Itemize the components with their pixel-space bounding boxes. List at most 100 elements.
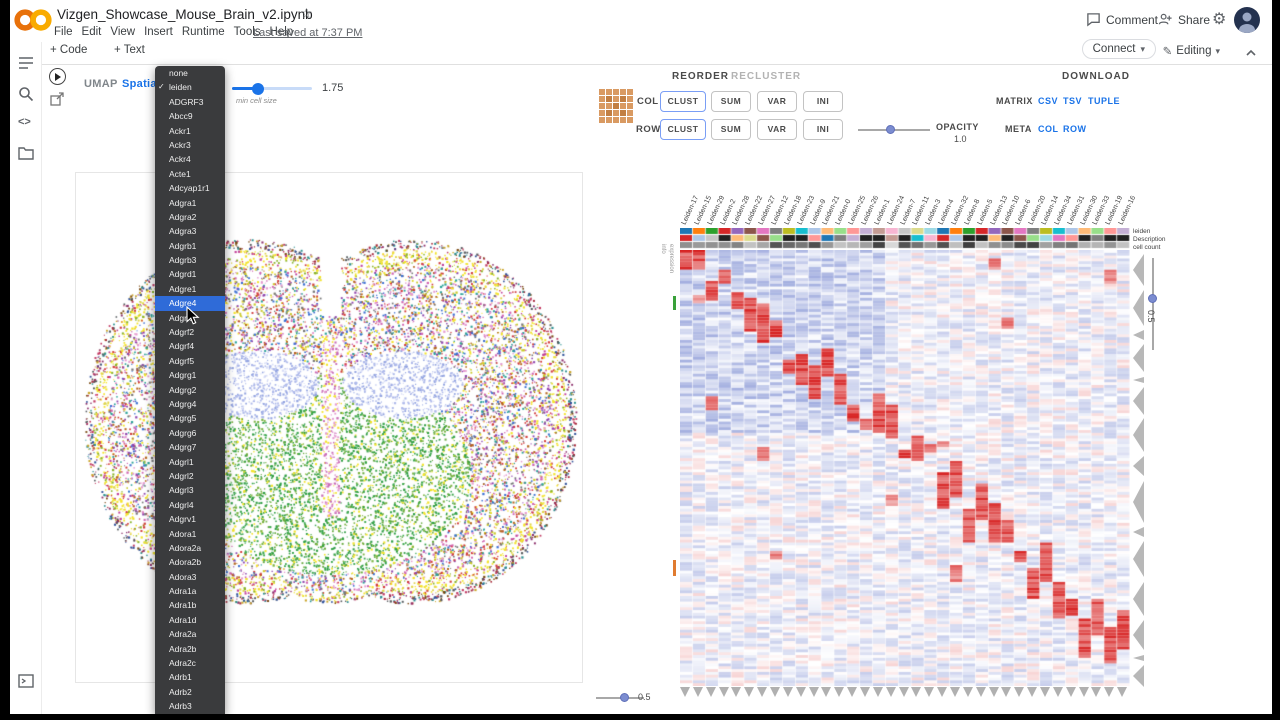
dropdown-option[interactable]: Adgrd1 (155, 267, 225, 281)
heatmap-side-label-cellcount[interactable]: cell count (1133, 244, 1161, 251)
code-snippets-icon[interactable]: <> (18, 116, 31, 128)
dropdown-option[interactable]: Adora1 (155, 527, 225, 541)
col-dendro-triangle[interactable] (705, 687, 716, 697)
row-dendro-triangle[interactable] (1133, 376, 1144, 383)
row-dendro-triangle[interactable] (1133, 455, 1144, 476)
cell-output-icon[interactable] (50, 92, 64, 106)
gene-dropdown[interactable]: none ✓ leiden ADGRF3 Abcc9 Ackr1 Ackr3 Ackr4 Act… (155, 66, 225, 714)
dropdown-option[interactable]: Adgrb3 (155, 253, 225, 267)
tab-umap[interactable]: UMAP (84, 78, 118, 90)
menu-view[interactable]: View (110, 26, 136, 38)
dropdown-option[interactable]: Adgra1 (155, 196, 225, 210)
editing-mode-button[interactable]: ✎ Editing ▾ (1163, 44, 1220, 58)
dropdown-option[interactable]: Adgrb1 (155, 239, 225, 253)
col-dendro-triangle[interactable] (975, 687, 986, 697)
dropdown-option[interactable]: Adra2c (155, 656, 225, 670)
dropdown-option[interactable]: Adgrl1 (155, 455, 225, 469)
col-dendro-triangle[interactable] (1117, 687, 1128, 697)
col-dendro-triangle[interactable] (1027, 687, 1038, 697)
comment-button[interactable]: Comment (1086, 12, 1158, 27)
dropdown-option[interactable]: Adrb3 (155, 699, 225, 713)
menu-file[interactable]: File (54, 26, 73, 38)
col-dendro-triangle[interactable] (911, 687, 922, 697)
col-dendro-triangle[interactable] (898, 687, 909, 697)
dropdown-option[interactable]: Adgrf1 (155, 311, 225, 325)
col-dendro-triangle[interactable] (950, 687, 960, 697)
col-dendro-triangle[interactable] (860, 687, 870, 697)
star-icon[interactable]: ☆ (300, 5, 313, 21)
dropdown-option[interactable]: Acte1 (155, 167, 225, 181)
dropdown-option[interactable]: Adra1a (155, 584, 225, 598)
col-dendro-triangle[interactable] (795, 687, 806, 697)
col-dendro-triangle[interactable] (808, 687, 819, 697)
dropdown-option[interactable]: Adgrf4 (155, 339, 225, 353)
last-saved-link[interactable]: Last saved at 7:37 PM (253, 27, 363, 39)
heatmap-canvas[interactable] (680, 250, 1130, 686)
add-code-button[interactable]: + Code (50, 44, 88, 56)
opacity-slider-handle[interactable] (886, 125, 895, 134)
col-dendro-triangle[interactable] (834, 687, 845, 697)
dropdown-option[interactable]: Adgre1 (155, 282, 225, 296)
row-dendro-triangle[interactable] (1133, 664, 1144, 687)
col-dendro-triangle[interactable] (1052, 687, 1063, 697)
dropdown-option[interactable]: Adgrg4 (155, 397, 225, 411)
dropdown-option[interactable]: Adrb2 (155, 685, 225, 699)
dropdown-option[interactable]: Ackr3 (155, 138, 225, 152)
col-label-slider-handle[interactable] (620, 693, 629, 702)
menu-tools[interactable]: Tools (233, 26, 261, 38)
tab-spatial[interactable]: Spatial (122, 78, 161, 90)
col-dendro-triangle[interactable] (924, 687, 935, 697)
gear-icon[interactable]: ⚙ (1212, 11, 1227, 28)
min-cell-size-slider-handle[interactable] (252, 82, 264, 95)
download-tuple-link[interactable]: TUPLE (1088, 96, 1121, 106)
col-dendro-triangle[interactable] (1001, 687, 1012, 697)
col-dendro-triangle[interactable] (821, 687, 832, 697)
row-dendro-triangle[interactable] (1133, 418, 1144, 453)
colab-logo[interactable] (14, 6, 52, 34)
col-dendro-triangle[interactable] (1040, 687, 1050, 697)
menu-edit[interactable]: Edit (81, 26, 102, 38)
dropdown-option[interactable]: Adgrg1 (155, 368, 225, 382)
row-dendro-triangle[interactable] (1133, 541, 1144, 578)
add-text-button[interactable]: + Text (114, 44, 145, 56)
dropdown-option[interactable]: Adcyap1r1 (155, 181, 225, 195)
dropdown-option[interactable]: Adora2a (155, 541, 225, 555)
col-dendro-triangle[interactable] (731, 687, 742, 697)
dropdown-option[interactable]: Adgrv1 (155, 512, 225, 526)
dropdown-option[interactable]: ✓ leiden (155, 80, 225, 94)
row-sum-button[interactable]: SUM (711, 119, 751, 140)
col-dendro-triangle[interactable] (770, 687, 780, 697)
dropdown-option[interactable]: ADGRF3 (155, 95, 225, 109)
search-icon[interactable] (18, 86, 34, 102)
dropdown-option[interactable]: Ackr4 (155, 152, 225, 166)
col-dendro-triangle[interactable] (1065, 687, 1076, 697)
col-dendro-triangle[interactable] (692, 687, 703, 697)
col-dendro-triangle[interactable] (962, 687, 973, 697)
notebook-title[interactable]: Vizgen_Showcase_Mouse_Brain_v2.ipynb (57, 7, 313, 22)
dropdown-option[interactable]: Adgrf2 (155, 325, 225, 339)
dropdown-option[interactable]: Adrb1 (155, 670, 225, 684)
row-dendro-triangle[interactable] (1133, 330, 1144, 341)
files-icon[interactable] (18, 146, 34, 160)
connect-button[interactable]: Connect ▾ (1081, 39, 1156, 59)
menu-help[interactable]: Help (269, 26, 294, 38)
col-dendro-triangle[interactable] (1091, 687, 1102, 697)
col-sum-button[interactable]: SUM (711, 91, 751, 112)
dropdown-option[interactable]: Adgrl3 (155, 483, 225, 497)
col-dendro-triangle[interactable] (782, 687, 793, 697)
share-button[interactable]: Share (1158, 12, 1210, 27)
col-dendro-triangle[interactable] (937, 687, 948, 697)
col-dendro-triangle[interactable] (1104, 687, 1115, 697)
recluster-tab[interactable]: RECLUSTER (731, 71, 802, 82)
download-meta-col-link[interactable]: COL (1038, 124, 1059, 134)
row-dendro-triangle[interactable] (1133, 581, 1144, 616)
row-dendro-triangle[interactable] (1133, 527, 1144, 538)
collapse-header-icon[interactable] (1244, 46, 1258, 60)
heatmap-side-label-description[interactable]: Description (1133, 236, 1166, 243)
dropdown-option[interactable]: Adra1d (155, 613, 225, 627)
dropdown-option[interactable]: Adgra2 (155, 210, 225, 224)
col-clust-button[interactable]: CLUST (660, 91, 706, 112)
menu-runtime[interactable]: Runtime (181, 26, 225, 38)
row-dendro-triangle[interactable] (1133, 343, 1144, 372)
col-dendro-triangle[interactable] (757, 687, 768, 697)
